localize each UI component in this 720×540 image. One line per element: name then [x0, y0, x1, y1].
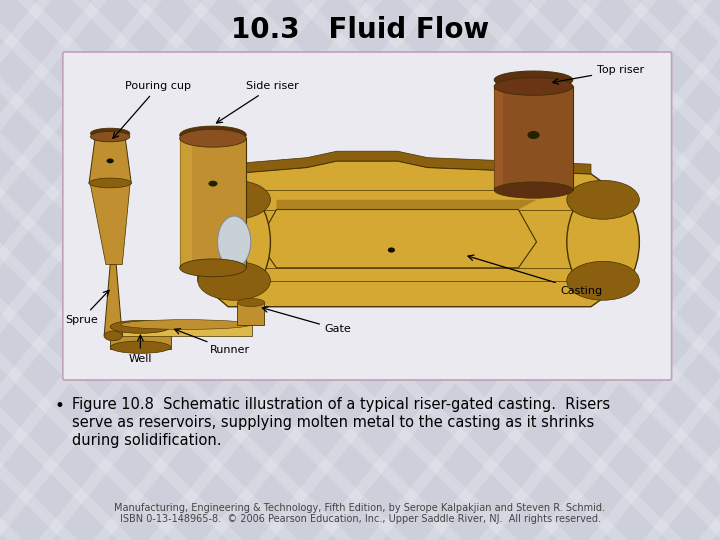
Ellipse shape — [209, 181, 217, 186]
Ellipse shape — [91, 128, 130, 139]
Text: Well: Well — [129, 335, 152, 363]
Text: Gate: Gate — [262, 307, 351, 334]
Ellipse shape — [567, 261, 639, 300]
Text: Side riser: Side riser — [217, 82, 299, 123]
Polygon shape — [228, 151, 591, 174]
Text: Sprue: Sprue — [65, 291, 109, 325]
Polygon shape — [110, 328, 171, 349]
Text: serve as reservoirs, supplying molten metal to the casting as it shrinks: serve as reservoirs, supplying molten me… — [72, 415, 594, 430]
Ellipse shape — [198, 261, 271, 300]
Text: Top riser: Top riser — [553, 65, 644, 84]
Ellipse shape — [494, 182, 573, 198]
Text: Runner: Runner — [174, 329, 250, 355]
Text: Casting: Casting — [468, 255, 603, 295]
Polygon shape — [258, 210, 536, 268]
Ellipse shape — [494, 71, 573, 89]
Polygon shape — [122, 325, 252, 336]
Ellipse shape — [567, 187, 639, 297]
Ellipse shape — [494, 77, 573, 95]
Ellipse shape — [180, 129, 246, 147]
Polygon shape — [198, 161, 639, 307]
Polygon shape — [180, 141, 192, 265]
Polygon shape — [234, 190, 603, 210]
Ellipse shape — [567, 180, 639, 219]
Ellipse shape — [110, 341, 171, 353]
Ellipse shape — [198, 180, 271, 219]
Text: Figure 10.8  Schematic illustration of a typical riser-gated casting.  Risers: Figure 10.8 Schematic illustration of a … — [72, 397, 610, 412]
Polygon shape — [90, 184, 130, 265]
Ellipse shape — [198, 187, 271, 297]
Ellipse shape — [238, 299, 265, 307]
FancyBboxPatch shape — [63, 52, 672, 380]
Ellipse shape — [180, 126, 246, 144]
Polygon shape — [104, 265, 122, 336]
Polygon shape — [494, 86, 573, 190]
Ellipse shape — [89, 178, 131, 188]
Text: Pouring cup: Pouring cup — [113, 82, 192, 138]
Polygon shape — [237, 303, 264, 325]
Text: •: • — [54, 397, 64, 415]
Ellipse shape — [121, 320, 251, 329]
Polygon shape — [276, 200, 536, 210]
Ellipse shape — [110, 320, 171, 333]
Text: ISBN 0-13-148965-8.  © 2006 Pearson Education, Inc., Upper Saddle River, NJ.  Al: ISBN 0-13-148965-8. © 2006 Pearson Educa… — [120, 514, 600, 524]
Polygon shape — [234, 268, 603, 281]
Ellipse shape — [107, 158, 114, 163]
Ellipse shape — [91, 131, 130, 142]
Ellipse shape — [180, 259, 246, 276]
Ellipse shape — [217, 216, 251, 268]
Ellipse shape — [104, 331, 122, 341]
Text: during solidification.: during solidification. — [72, 433, 222, 448]
Polygon shape — [89, 138, 131, 184]
Polygon shape — [180, 138, 246, 268]
Ellipse shape — [528, 131, 539, 139]
Text: Manufacturing, Engineering & Technology, Fifth Edition, by Serope Kalpakjian and: Manufacturing, Engineering & Technology,… — [114, 503, 606, 512]
Text: 10.3   Fluid Flow: 10.3 Fluid Flow — [231, 16, 489, 44]
Ellipse shape — [388, 247, 395, 253]
Polygon shape — [494, 90, 503, 187]
